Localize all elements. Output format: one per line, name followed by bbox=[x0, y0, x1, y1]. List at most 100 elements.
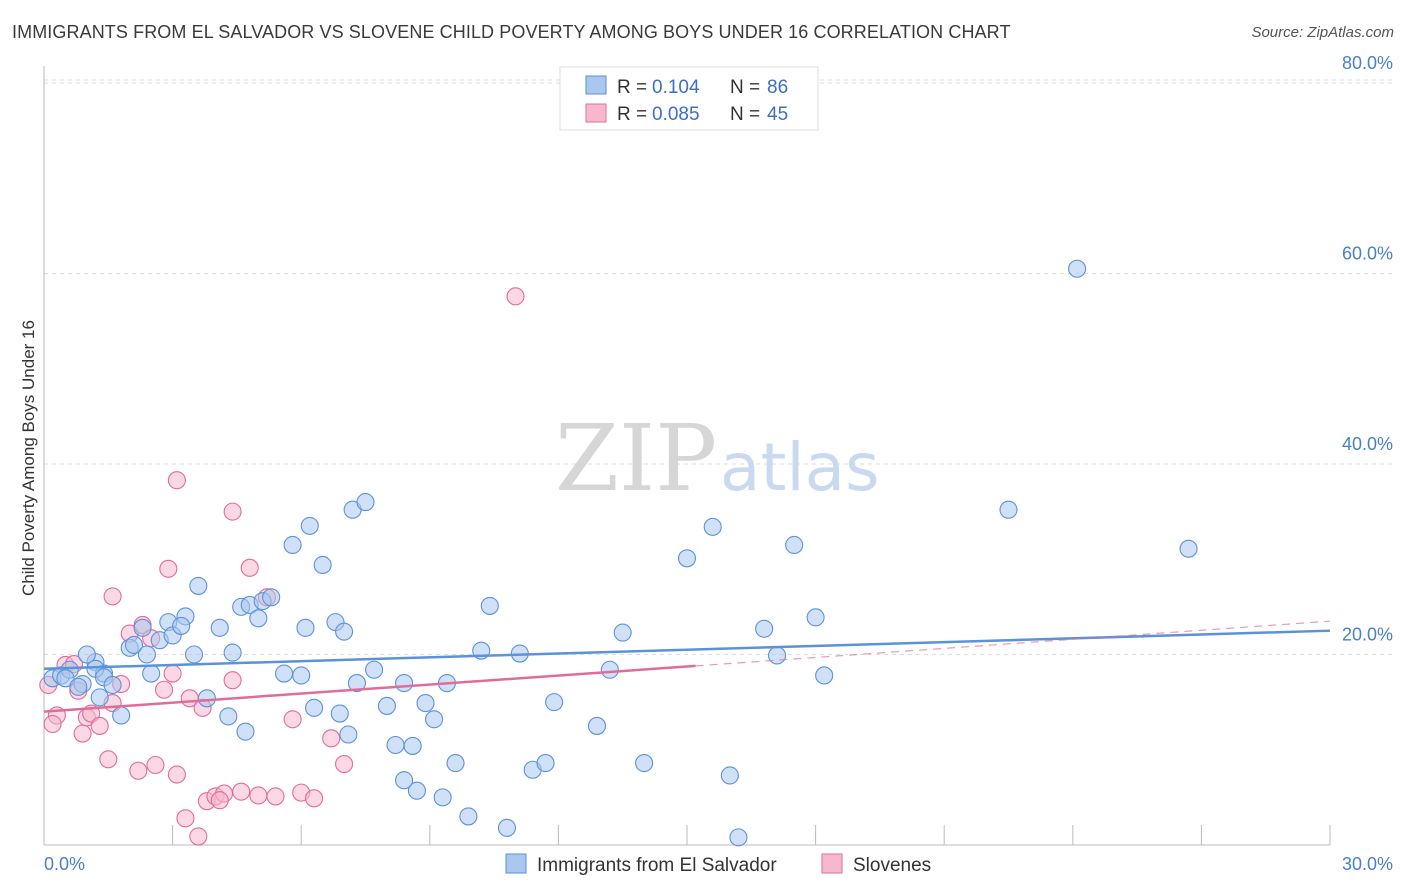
point-el-salvador bbox=[124, 635, 144, 655]
legend-n-value-0: 86 bbox=[767, 77, 788, 98]
point-el-salvador bbox=[210, 618, 229, 637]
point-slovenes bbox=[322, 729, 341, 748]
watermark-zip: ZIP bbox=[555, 405, 717, 512]
legend-n-label-0: N = bbox=[730, 77, 760, 98]
point-el-salvador bbox=[767, 646, 787, 665]
point-el-salvador bbox=[249, 609, 268, 628]
point-el-salvador bbox=[1068, 259, 1087, 278]
point-el-salvador bbox=[236, 722, 255, 741]
point-slovenes bbox=[210, 791, 229, 810]
point-el-salvador bbox=[197, 689, 216, 708]
point-slovenes bbox=[159, 559, 178, 578]
point-slovenes bbox=[335, 754, 354, 774]
y-tick-label: 40.0% bbox=[1342, 434, 1393, 454]
trend-lines bbox=[43, 620, 1331, 713]
trend-line-dashed-slovenes bbox=[695, 620, 1331, 667]
y-tick-labels: 20.0% 40.0% 60.0% 80.0% bbox=[1342, 53, 1393, 645]
point-el-salvador bbox=[755, 619, 774, 638]
point-slovenes bbox=[99, 750, 118, 769]
point-el-salvador bbox=[189, 576, 208, 595]
watermark-atlas: atlas bbox=[720, 429, 880, 506]
legend-n-label-1: N = bbox=[730, 104, 760, 125]
point-slovenes bbox=[189, 827, 208, 846]
point-el-salvador bbox=[677, 549, 697, 568]
point-slovenes bbox=[167, 471, 186, 490]
point-slovenes bbox=[73, 724, 92, 743]
point-el-salvador bbox=[313, 555, 332, 575]
point-el-salvador bbox=[480, 596, 499, 615]
point-slovenes bbox=[90, 716, 109, 735]
point-el-salvador bbox=[112, 706, 131, 725]
point-el-salvador bbox=[425, 710, 444, 729]
point-slovenes bbox=[223, 671, 242, 690]
point-el-salvador bbox=[77, 645, 96, 664]
point-el-salvador bbox=[219, 707, 238, 726]
point-slovenes bbox=[154, 680, 174, 699]
point-el-salvador bbox=[703, 517, 722, 536]
trend-line-el-salvador bbox=[43, 629, 1331, 671]
point-slovenes bbox=[240, 558, 259, 577]
point-slovenes bbox=[163, 664, 182, 683]
point-el-salvador bbox=[69, 677, 88, 696]
legend-r-value-1: 0.085 bbox=[652, 104, 700, 125]
point-el-salvador bbox=[137, 645, 156, 664]
bottom-legend-label-slovenes: Slovenes bbox=[853, 855, 931, 876]
x-tick-labels: 0.0% 30.0% bbox=[44, 854, 1393, 874]
point-el-salvador bbox=[536, 754, 555, 773]
point-slovenes bbox=[167, 765, 186, 784]
point-el-salvador bbox=[407, 781, 426, 800]
point-el-salvador bbox=[613, 623, 632, 642]
point-el-salvador bbox=[305, 698, 324, 717]
bottom-legend-swatch-el-salvador bbox=[505, 853, 527, 874]
point-el-salvador bbox=[600, 660, 619, 679]
point-el-salvador bbox=[292, 666, 311, 685]
point-el-salvador bbox=[275, 664, 294, 683]
point-el-salvador bbox=[785, 535, 804, 555]
point-el-salvador bbox=[720, 766, 739, 785]
x-tick-label: 30.0% bbox=[1342, 854, 1393, 874]
watermark: ZIP atlas bbox=[555, 405, 880, 512]
bottom-legend: Immigrants from El Salvador Slovenes bbox=[505, 853, 931, 876]
point-slovenes bbox=[283, 710, 302, 729]
point-el-salvador bbox=[587, 716, 607, 735]
point-el-salvador bbox=[300, 516, 319, 535]
point-el-salvador bbox=[497, 818, 517, 837]
legend-r-label-0: R = bbox=[617, 77, 647, 98]
point-slovenes bbox=[146, 755, 165, 775]
point-el-salvador bbox=[296, 618, 315, 637]
point-el-salvador bbox=[446, 754, 465, 773]
legend: R = 0.104 N = 86 R = 0.085 N = 45 bbox=[559, 66, 819, 131]
point-el-salvador bbox=[395, 674, 414, 693]
legend-swatch-slovenes bbox=[585, 103, 607, 123]
point-el-salvador bbox=[403, 736, 422, 755]
point-el-salvador bbox=[545, 693, 564, 712]
point-el-salvador bbox=[395, 771, 414, 790]
point-slovenes bbox=[266, 787, 285, 806]
legend-n-value-1: 45 bbox=[767, 104, 788, 125]
point-el-salvador bbox=[142, 664, 161, 683]
point-el-salvador bbox=[815, 666, 834, 685]
point-el-salvador bbox=[335, 622, 354, 641]
legend-r-label-1: R = bbox=[617, 104, 647, 125]
point-slovenes bbox=[103, 587, 122, 606]
point-el-salvador bbox=[806, 608, 825, 627]
point-slovenes bbox=[129, 761, 148, 780]
point-el-salvador bbox=[262, 588, 281, 607]
legend-swatch-el-salvador bbox=[585, 75, 607, 95]
point-slovenes bbox=[223, 502, 242, 521]
bottom-legend-label-el-salvador: Immigrants from El Salvador bbox=[537, 855, 777, 876]
legend-r-value-0: 0.104 bbox=[652, 77, 700, 98]
point-el-salvador bbox=[1179, 539, 1198, 558]
point-el-salvador bbox=[433, 788, 452, 807]
point-el-salvador bbox=[103, 675, 122, 695]
data-points bbox=[39, 259, 1198, 847]
point-el-salvador bbox=[172, 616, 191, 635]
point-el-salvador bbox=[365, 660, 384, 679]
bottom-legend-swatch-slovenes bbox=[821, 853, 843, 874]
point-slovenes bbox=[249, 786, 268, 805]
point-el-salvador bbox=[184, 645, 204, 664]
chart-source: Source: ZipAtlas.com bbox=[1251, 24, 1394, 41]
point-slovenes bbox=[506, 287, 525, 306]
y-tick-label: 20.0% bbox=[1342, 625, 1393, 645]
point-el-salvador bbox=[223, 643, 242, 662]
